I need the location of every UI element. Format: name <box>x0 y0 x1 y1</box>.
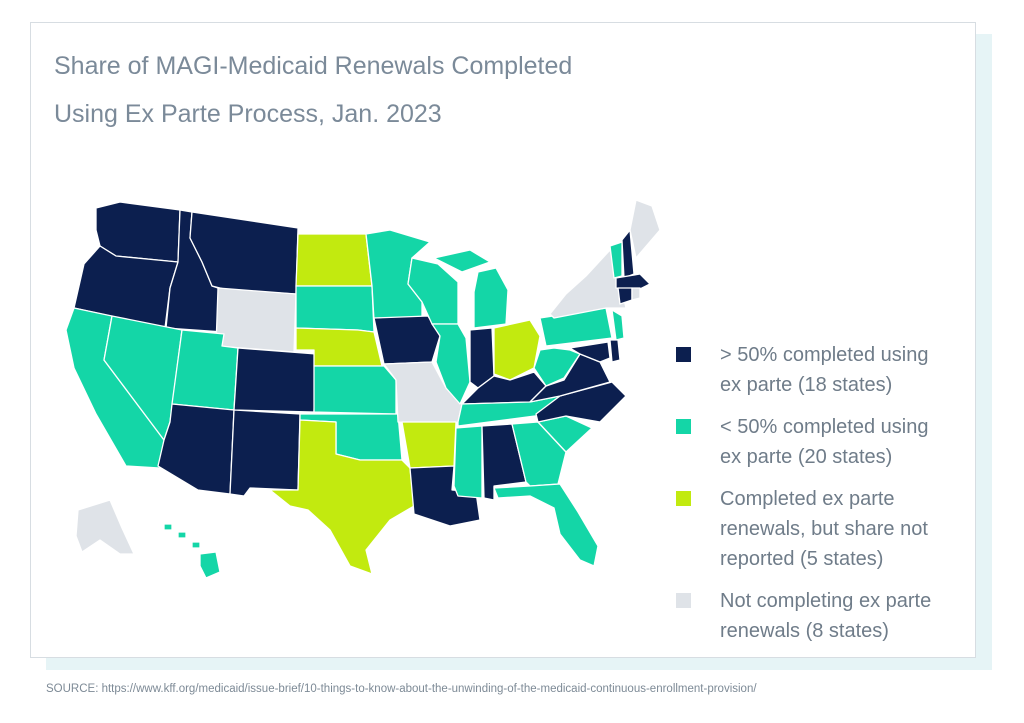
state-NJ <box>611 309 625 341</box>
state-WV <box>533 347 581 387</box>
state-DE <box>609 339 621 363</box>
state-OH <box>493 319 541 381</box>
state-CT <box>617 287 633 305</box>
state-TX <box>269 419 415 575</box>
legend-label-not-completing: Not completing ex parte renewals (8 stat… <box>720 590 932 642</box>
state-SD <box>295 285 375 333</box>
source-note: SOURCE: https://www.kff.org/medicaid/iss… <box>46 683 757 695</box>
state-MI-upper <box>433 249 491 273</box>
state-CO <box>233 347 317 413</box>
state-RI <box>631 287 641 301</box>
state-AR <box>401 421 457 469</box>
state-WY <box>215 287 297 353</box>
state-HI <box>163 523 221 579</box>
state-ND <box>295 233 373 287</box>
state-MI <box>473 267 509 329</box>
legend-swatch-not-completing <box>676 593 691 608</box>
state-MD <box>569 341 611 363</box>
state-FL <box>493 483 599 567</box>
state-IA <box>373 315 441 365</box>
state-IL <box>431 323 471 405</box>
legend-swatch-under50 <box>676 419 691 434</box>
legend-label-completed-not-reported: Completed ex parte renewals, but share n… <box>720 488 928 570</box>
us-states-map <box>65 199 661 579</box>
chart-title-line-2: Using Ex Parte Process, Jan. 2023 <box>54 100 442 128</box>
legend-swatch-over50 <box>676 347 691 362</box>
state-LA <box>409 465 481 527</box>
state-NM <box>229 409 301 497</box>
state-KS <box>313 365 397 415</box>
legend-label-over50: > 50% completed using ex parte (18 state… <box>720 344 929 396</box>
legend-label-under50: < 50% completed using ex parte (20 state… <box>720 416 929 468</box>
state-MA <box>615 273 651 291</box>
legend-swatch-completed-not-reported <box>676 491 691 506</box>
state-NH <box>621 229 635 279</box>
chart-title-line-1: Share of MAGI-Medicaid Renewals Complete… <box>54 52 573 80</box>
state-VT <box>609 241 623 279</box>
state-ME <box>629 199 661 259</box>
state-MS <box>453 425 483 499</box>
state-AK <box>75 499 135 555</box>
